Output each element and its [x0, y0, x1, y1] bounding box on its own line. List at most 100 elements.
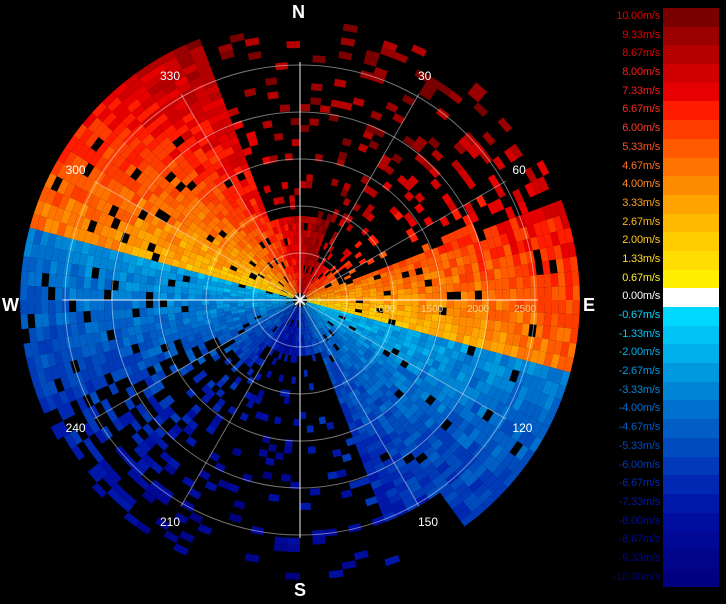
velocity-cell: [267, 271, 274, 278]
velocity-cell: [325, 348, 332, 357]
velocity-cell: [271, 242, 278, 251]
velocity-cell: [362, 306, 370, 311]
velocity-cell: [170, 209, 182, 220]
velocity-cell: [225, 335, 234, 342]
velocity-cell: [369, 300, 377, 304]
velocity-cell: [288, 244, 293, 253]
velocity-cell: [345, 223, 354, 232]
velocity-cell: [435, 262, 444, 271]
velocity-cell: [401, 470, 415, 482]
velocity-cell: [185, 263, 194, 271]
velocity-cell: [131, 245, 141, 257]
velocity-cell: [260, 269, 268, 276]
velocity-cell: [354, 328, 363, 335]
velocity-cell: [431, 149, 444, 162]
velocity-cell: [281, 288, 289, 293]
velocity-cell: [411, 141, 424, 154]
velocity-cell: [345, 215, 354, 224]
velocity-cell: [325, 285, 333, 290]
velocity-cell: [387, 339, 396, 348]
velocity-cell: [302, 313, 306, 321]
velocity-cell: [305, 291, 312, 296]
velocity-cell: [246, 191, 255, 201]
velocity-cell: [169, 347, 179, 357]
velocity-cell: [188, 487, 202, 500]
velocity-cell: [423, 373, 434, 384]
velocity-cell: [258, 233, 265, 242]
velocity-cell: [294, 313, 298, 321]
velocity-cell: [306, 293, 313, 298]
velocity-cell: [252, 204, 261, 213]
velocity-cell: [122, 492, 137, 507]
velocity-field: [20, 23, 580, 580]
velocity-cell: [530, 390, 542, 406]
velocity-cell: [305, 292, 313, 297]
velocity-cell: [430, 343, 440, 353]
velocity-cell: [396, 174, 408, 186]
velocity-cell: [104, 300, 112, 311]
velocity-cell: [94, 156, 108, 171]
velocity-cell: [230, 303, 238, 308]
velocity-cell: [317, 284, 325, 290]
azimuth-label: 210: [160, 515, 181, 530]
velocity-cell: [128, 136, 142, 151]
velocity-cell: [211, 120, 224, 132]
velocity-cell: [272, 342, 278, 350]
velocity-cell: [125, 202, 137, 215]
legend-swatch: [663, 45, 719, 65]
velocity-cell: [306, 281, 311, 288]
velocity-cell: [104, 309, 112, 321]
velocity-cell: [148, 384, 160, 396]
velocity-cell: [292, 272, 296, 280]
velocity-cell: [428, 327, 437, 337]
velocity-cell: [230, 296, 238, 300]
velocity-cell: [223, 300, 231, 304]
velocity-cell: [267, 310, 275, 315]
velocity-cell: [536, 423, 550, 440]
velocity-cell: [254, 328, 262, 336]
velocity-cell: [251, 324, 259, 331]
radar-plot[interactable]: [0, 0, 600, 600]
velocity-cell: [242, 346, 251, 355]
velocity-cell: [424, 405, 436, 418]
velocity-cell: [359, 399, 369, 410]
velocity-cell: [30, 341, 40, 357]
velocity-cell: [306, 319, 310, 327]
velocity-cell: [296, 265, 299, 273]
velocity-cell: [171, 164, 183, 177]
velocity-cell: [409, 233, 419, 243]
velocity-cell: [391, 499, 405, 511]
velocity-cell: [76, 311, 85, 324]
velocity-cell: [304, 341, 308, 349]
velocity-cell: [255, 243, 263, 251]
velocity-cell: [39, 231, 50, 247]
velocity-cell: [367, 357, 377, 366]
velocity-cell: [145, 120, 159, 134]
velocity-cell: [286, 275, 291, 282]
velocity-cell: [260, 208, 268, 217]
velocity-cell: [371, 269, 380, 277]
velocity-cell: [136, 228, 147, 240]
velocity-cell: [336, 158, 346, 167]
velocity-cell: [260, 324, 268, 331]
velocity-cell: [385, 487, 399, 499]
velocity-cell: [80, 217, 91, 231]
velocity-cell: [195, 337, 205, 346]
velocity-cell: [440, 355, 451, 366]
velocity-cell: [478, 468, 493, 484]
velocity-cell: [230, 309, 239, 315]
velocity-cell: [196, 190, 207, 201]
velocity-cell: [440, 234, 451, 245]
velocity-cell: [340, 101, 353, 111]
velocity-cell: [345, 359, 353, 368]
velocity-cell: [385, 101, 399, 113]
velocity-cell: [529, 436, 543, 453]
velocity-cell: [205, 424, 217, 435]
velocity-cell: [73, 214, 85, 229]
velocity-cell: [541, 380, 553, 396]
velocity-cell: [399, 265, 409, 273]
velocity-cell: [149, 260, 158, 270]
velocity-cell: [348, 291, 356, 295]
velocity-cell: [389, 279, 397, 286]
velocity-cell: [301, 258, 305, 266]
